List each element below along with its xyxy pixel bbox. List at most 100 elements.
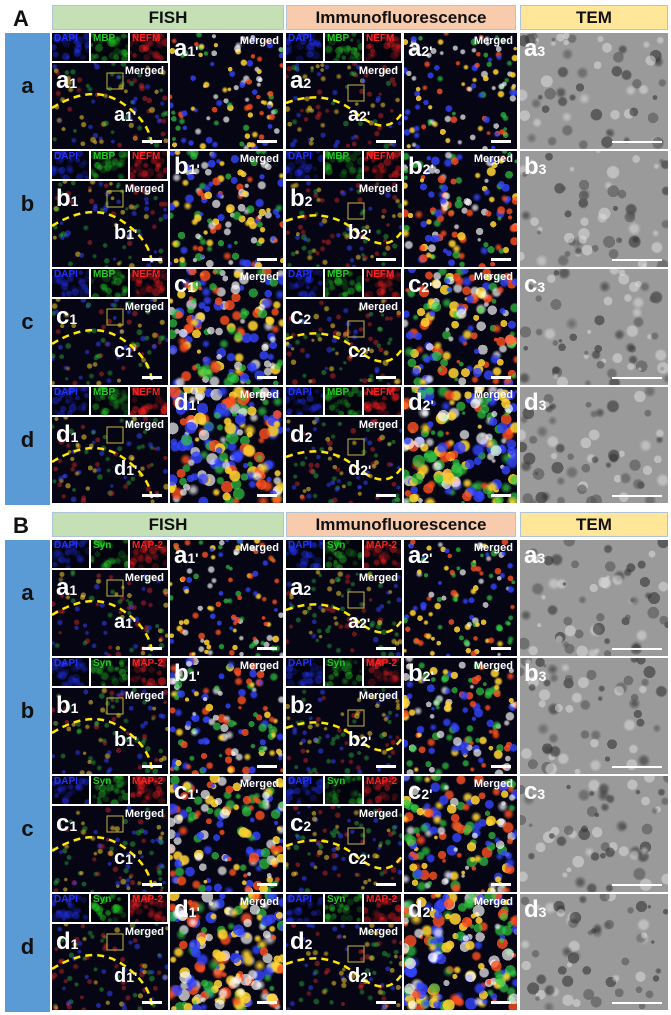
section-label: A bbox=[13, 6, 29, 31]
scale-bar bbox=[612, 884, 662, 886]
channel-label: MAP-2 bbox=[132, 658, 164, 669]
scale-bar bbox=[142, 258, 162, 261]
panel-letter: c bbox=[174, 271, 188, 298]
panel-letter: a bbox=[408, 35, 422, 62]
merged-panel: Merged b2 b2' bbox=[286, 181, 402, 267]
panel-letter: a bbox=[56, 67, 70, 94]
scale-bar bbox=[612, 495, 662, 497]
panel-letter: d bbox=[56, 928, 71, 955]
panel-label: a1 bbox=[56, 69, 77, 93]
zoomed-panel: Merged a1' bbox=[170, 540, 283, 656]
dashed-boundary bbox=[286, 709, 402, 752]
column-header-tem: TEM bbox=[520, 5, 668, 30]
merged-label: Merged bbox=[358, 183, 398, 195]
zoomed-panel: Merged c1' bbox=[170, 776, 283, 892]
panel-letter: a bbox=[348, 611, 360, 633]
tem-panel: d3 bbox=[520, 387, 668, 503]
scale-bar bbox=[142, 1001, 162, 1004]
panel-label: b3 bbox=[524, 662, 546, 686]
channel-label: NEFM bbox=[366, 387, 395, 398]
channel-thumbnail: NEFM bbox=[130, 387, 167, 415]
panel-letter: b bbox=[408, 660, 423, 687]
panel-letter: d bbox=[114, 965, 127, 987]
channel-thumbnail: Syn bbox=[91, 540, 128, 568]
panel-subscript: 1' bbox=[125, 615, 137, 631]
row-label: a bbox=[21, 73, 34, 98]
merged-label: Merged bbox=[473, 660, 513, 672]
channel-thumbnail: MBP bbox=[325, 151, 362, 179]
dashed-boundary bbox=[286, 438, 402, 481]
panel-label: d1' bbox=[114, 459, 137, 479]
panel-letter: a bbox=[290, 574, 304, 601]
panel-subscript: 2' bbox=[360, 969, 372, 985]
row-label: d bbox=[20, 934, 35, 959]
column-header-immunofluorescence: Immunofluorescence bbox=[286, 512, 516, 537]
scale-bar bbox=[376, 883, 396, 886]
zoomed-panel: Merged a2' bbox=[404, 540, 517, 656]
scale-bar bbox=[257, 765, 277, 768]
panel-subscript: 2 bbox=[304, 936, 313, 952]
channel-label: NEFM bbox=[132, 33, 161, 44]
zoomed-panel: Merged b2' bbox=[404, 658, 517, 774]
panel-letter: a bbox=[114, 104, 126, 126]
panel-letter: d bbox=[174, 389, 189, 416]
merged-label: Merged bbox=[358, 572, 398, 584]
panel-letter: c bbox=[56, 303, 70, 330]
tem-panel: d3 bbox=[520, 894, 668, 1010]
panel-subscript: 1 bbox=[70, 936, 79, 952]
panel-subscript: 1' bbox=[125, 108, 137, 124]
panel-label: a1' bbox=[114, 105, 136, 125]
panel-label: c1' bbox=[174, 273, 198, 297]
merged-label: Merged bbox=[124, 183, 164, 195]
channel-label: MAP-2 bbox=[366, 894, 398, 905]
dashed-boundary bbox=[286, 84, 402, 127]
merged-label: Merged bbox=[473, 271, 513, 283]
scale-bar bbox=[142, 883, 162, 886]
panel-letter: d bbox=[524, 896, 539, 923]
channel-thumbnail: Syn bbox=[91, 894, 128, 922]
panel-subscript: 1 bbox=[70, 700, 79, 716]
panel-label: b2' bbox=[348, 730, 371, 750]
dashed-boundary bbox=[52, 815, 154, 892]
zoomed-panel: Merged c2' bbox=[404, 269, 517, 385]
merged-panel: Merged b1 b1' bbox=[52, 688, 168, 774]
panel-label: d1 bbox=[56, 930, 78, 954]
scale-bar bbox=[257, 1001, 277, 1004]
channel-label: MAP-2 bbox=[366, 658, 398, 669]
channel-thumbnail: DAPI bbox=[52, 894, 89, 922]
channel-label: Syn bbox=[93, 894, 112, 905]
channel-thumbnail: MBP bbox=[325, 33, 362, 61]
merged-label: Merged bbox=[124, 572, 164, 584]
panel-subscript: 1' bbox=[187, 786, 199, 802]
panel-subscript: 3 bbox=[537, 279, 546, 295]
channel-label: MBP bbox=[327, 33, 350, 44]
row-label: c bbox=[21, 816, 34, 841]
panel-label: d2 bbox=[290, 423, 312, 447]
channel-label: MAP-2 bbox=[132, 776, 164, 787]
channel-label: Syn bbox=[327, 658, 346, 669]
panel-subscript: 3 bbox=[538, 397, 547, 413]
channel-thumbnail: DAPI bbox=[52, 33, 89, 61]
panel-subscript: 2' bbox=[359, 851, 371, 867]
panel-label: a2' bbox=[408, 544, 432, 568]
channel-label: MAP-2 bbox=[366, 540, 398, 551]
channel-label: MBP bbox=[93, 33, 116, 44]
channel-label: Syn bbox=[327, 540, 346, 551]
panel-subscript: 1' bbox=[187, 550, 199, 566]
row-label-bar bbox=[5, 540, 50, 1012]
panel-label: b2 bbox=[290, 694, 312, 718]
merged-label: Merged bbox=[239, 542, 279, 554]
panel-label: a3 bbox=[524, 37, 545, 61]
dashed-boundary bbox=[52, 426, 154, 503]
panel-subscript: 3 bbox=[537, 786, 546, 802]
panel-letter: d bbox=[114, 458, 127, 480]
panel-label: d2' bbox=[408, 898, 434, 922]
merged-panel: Merged c1 c1' bbox=[52, 299, 168, 385]
scale-bar bbox=[491, 376, 511, 379]
merged-label: Merged bbox=[124, 419, 164, 431]
channel-thumbnail: DAPI bbox=[286, 658, 323, 686]
panel-label: c3 bbox=[524, 780, 545, 804]
panel-letter: a bbox=[56, 574, 70, 601]
dashed-boundary bbox=[286, 320, 402, 363]
channel-thumbnail: MBP bbox=[325, 269, 362, 297]
